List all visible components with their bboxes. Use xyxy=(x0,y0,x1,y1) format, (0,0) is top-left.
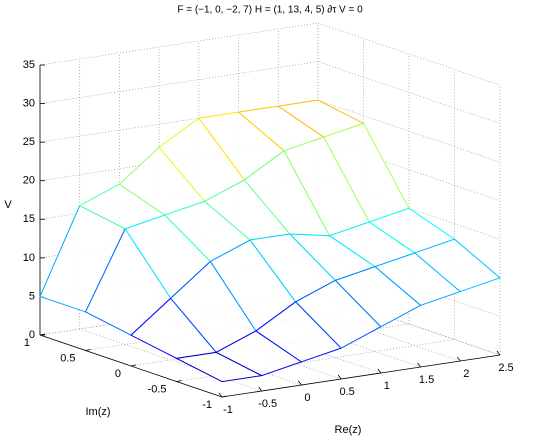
y-tick-label: 0 xyxy=(115,368,121,380)
z-tick-label: 30 xyxy=(23,97,35,109)
y-tick xyxy=(85,349,91,351)
y-tick xyxy=(176,380,182,382)
y-tick-label: 0.5 xyxy=(60,352,75,364)
z-tick-label: 15 xyxy=(23,213,35,225)
x-tick xyxy=(218,392,223,398)
grid-line xyxy=(79,328,262,392)
x-tick xyxy=(417,362,421,368)
z-tick-label: 20 xyxy=(23,175,35,187)
grid-line xyxy=(317,138,501,202)
mesh-cell xyxy=(413,238,501,293)
x-tick-label: -0.5 xyxy=(258,398,277,410)
x-tick-label: 2 xyxy=(463,368,469,380)
x-tick-label: 1 xyxy=(384,380,390,392)
z-tick-label: 25 xyxy=(23,136,35,148)
y-axis-label: Im(z) xyxy=(85,406,110,418)
z-tick-label: 5 xyxy=(29,290,35,302)
y-tick-label: 1 xyxy=(24,337,30,349)
y-tick xyxy=(221,395,228,398)
x-tick-label: 1.5 xyxy=(419,374,434,386)
x-tick xyxy=(258,386,263,392)
z-tick-label: 10 xyxy=(23,252,35,264)
chart-title: F = (−1, 0, −2, 7) H = (1, 13, 4, 5) ∂τ … xyxy=(177,5,363,16)
grid-line xyxy=(39,61,319,104)
x-tick xyxy=(337,374,342,380)
x-tick xyxy=(377,368,382,374)
y-tick-label: -1 xyxy=(202,399,212,411)
grid-line xyxy=(39,22,319,66)
y-tick xyxy=(130,364,137,367)
x-tick xyxy=(298,380,302,386)
z-tick-label: 0 xyxy=(29,329,35,341)
x-axis-label: Re(z) xyxy=(335,424,362,436)
x-tick-label: -1 xyxy=(223,404,233,416)
x-tick xyxy=(496,350,501,356)
grid-line xyxy=(176,339,455,382)
x-tick-label: 0.5 xyxy=(339,386,354,398)
grid-line xyxy=(317,22,501,86)
y-tick-label: -0.5 xyxy=(148,383,167,395)
x-axis xyxy=(221,354,501,398)
x-tick-label: 2.5 xyxy=(498,362,513,374)
x-tick xyxy=(456,356,461,362)
y-tick xyxy=(39,333,46,336)
z-axis-label: V xyxy=(4,199,12,211)
x-tick-label: 0 xyxy=(304,392,310,404)
z-tick-label: 35 xyxy=(23,59,35,71)
